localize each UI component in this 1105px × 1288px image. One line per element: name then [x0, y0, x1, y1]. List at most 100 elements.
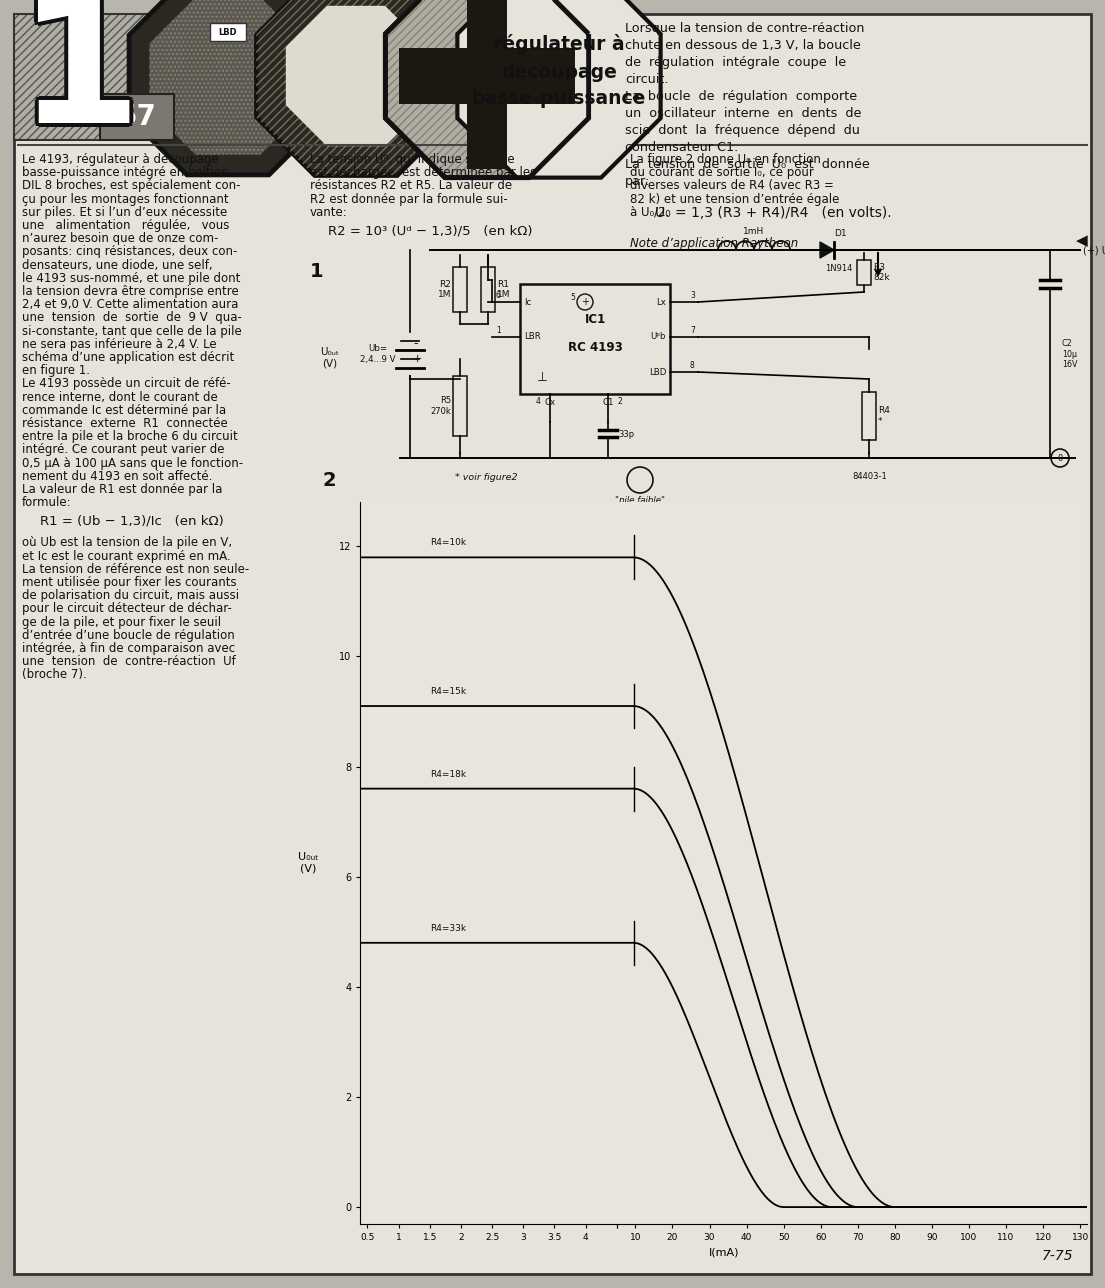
Text: çu pour les montages fonctionnant: çu pour les montages fonctionnant [22, 193, 229, 206]
Text: LBR: LBR [524, 332, 540, 341]
Text: résistances R2 et R5. La valeur de: résistances R2 et R5. La valeur de [311, 179, 512, 192]
Circle shape [577, 294, 593, 310]
Text: R4=10k: R4=10k [430, 538, 466, 547]
Text: une   alimentation   régulée,   vous: une alimentation régulée, vous [22, 219, 230, 232]
Text: 3: 3 [690, 291, 695, 300]
Text: Ub=
2,4...9 V: Ub= 2,4...9 V [360, 344, 396, 363]
Text: R4=18k: R4=18k [430, 770, 466, 779]
Text: 82 k) et une tension d’entrée égale: 82 k) et une tension d’entrée égale [630, 193, 840, 206]
Text: La figure 2 donne U₀ en fonction: La figure 2 donne U₀ en fonction [630, 153, 821, 166]
Text: 2: 2 [618, 397, 623, 406]
Text: Le 4193, régulateur à découpage: Le 4193, régulateur à découpage [22, 153, 219, 166]
Text: Lorsque la tension de contre-réaction: Lorsque la tension de contre-réaction [625, 22, 864, 35]
Text: une  tension  de  contre-réaction  Uf: une tension de contre-réaction Uf [22, 656, 235, 668]
Polygon shape [457, 0, 661, 178]
Text: 7-75: 7-75 [1042, 1249, 1074, 1264]
Text: rence interne, dont le courant de: rence interne, dont le courant de [22, 390, 218, 403]
Text: de polarisation du circuit, mais aussi: de polarisation du circuit, mais aussi [22, 589, 239, 603]
Text: où Ub est la tension de la pile en V,: où Ub est la tension de la pile en V, [22, 536, 232, 550]
Text: DIL 8 broches, est spécialement con-: DIL 8 broches, est spécialement con- [22, 179, 241, 192]
Text: 8: 8 [690, 361, 695, 370]
Text: R4=15k: R4=15k [430, 687, 466, 696]
Text: 1: 1 [15, 0, 139, 162]
Text: à U₀/2.: à U₀/2. [630, 206, 670, 219]
Text: entre la pile et la broche 6 du circuit: entre la pile et la broche 6 du circuit [22, 430, 238, 443]
Text: ◀: ◀ [1076, 233, 1088, 249]
Polygon shape [820, 242, 834, 258]
Text: le 4193 sus-nommé, et une pile dont: le 4193 sus-nommé, et une pile dont [22, 272, 241, 285]
Text: IC1: IC1 [585, 313, 606, 326]
Bar [481, 268, 495, 312]
Text: Uᵖb: Uᵖb [651, 332, 666, 341]
Text: R1
1M: R1 1M [497, 279, 511, 299]
Text: 1: 1 [18, 0, 141, 164]
Text: 1: 1 [21, 0, 145, 157]
Text: R4
*: R4 * [878, 406, 890, 426]
Text: ment utilisée pour fixer les courants: ment utilisée pour fixer les courants [22, 576, 236, 589]
Text: R2
1M: R2 1M [438, 279, 451, 299]
Text: une  tension  de  sortie  de  9 V  qua-: une tension de sortie de 9 V qua- [22, 312, 242, 325]
Text: ge de la pile, et pour fixer le seuil: ge de la pile, et pour fixer le seuil [22, 616, 221, 629]
Text: basse-puissance intégré en boîtier: basse-puissance intégré en boîtier [22, 166, 227, 179]
Text: résistance  externe  R1  connectée: résistance externe R1 connectée [22, 417, 228, 430]
Text: 1: 1 [18, 0, 141, 160]
Text: sur piles. Et si l’un d’eux nécessite: sur piles. Et si l’un d’eux nécessite [22, 206, 228, 219]
Text: LBD: LBD [219, 27, 238, 36]
Text: la tension devra être comprise entre: la tension devra être comprise entre [22, 285, 239, 298]
Polygon shape [256, 0, 455, 175]
Text: par:: par: [625, 175, 651, 188]
Bar [453, 268, 467, 312]
Text: circuit.: circuit. [625, 73, 669, 86]
Text: 1: 1 [311, 261, 324, 281]
Text: R1 = (Ub − 1,3)/Ic   (en kΩ): R1 = (Ub − 1,3)/Ic (en kΩ) [40, 514, 223, 527]
Text: du courant de sortie I₀, ce pour: du courant de sortie I₀, ce pour [630, 166, 814, 179]
Text: Lx: Lx [656, 298, 666, 307]
Text: diverses valeurs de R4 (avec R3 =: diverses valeurs de R4 (avec R3 = [630, 179, 834, 192]
Text: Note d’application Raytheon: Note d’application Raytheon [630, 237, 798, 250]
Text: pour le circuit détecteur de déchar-: pour le circuit détecteur de déchar- [22, 603, 232, 616]
Y-axis label: U₀ᵤₜ
(V): U₀ᵤₜ (V) [298, 853, 318, 873]
Text: -: - [413, 337, 418, 350]
Text: 4: 4 [535, 397, 540, 406]
Bar [14, 14, 604, 140]
Bar [520, 283, 670, 394]
Text: 2: 2 [322, 471, 336, 489]
Text: 57: 57 [117, 103, 157, 131]
Text: 6: 6 [496, 291, 501, 300]
Text: 1: 1 [18, 0, 141, 156]
Bar [467, 0, 507, 169]
FancyBboxPatch shape [210, 23, 246, 41]
Text: 1mH: 1mH [744, 227, 765, 236]
Text: et Ic est le courant exprimé en mA.: et Ic est le courant exprimé en mA. [22, 550, 231, 563]
Bar [453, 376, 467, 437]
Text: intégrée, à fin de comparaison avec: intégrée, à fin de comparaison avec [22, 641, 235, 656]
Bar [857, 260, 871, 285]
Text: R2 = 10³ (Uᵈ − 1,3)/5   (en kΩ): R2 = 10³ (Uᵈ − 1,3)/5 (en kΩ) [328, 224, 533, 237]
Text: "pile faible": "pile faible" [615, 496, 665, 505]
Text: nement du 4193 en soit affecté.: nement du 4193 en soit affecté. [22, 470, 212, 483]
Polygon shape [149, 0, 306, 155]
Polygon shape [286, 5, 427, 147]
Text: R4=33k: R4=33k [430, 923, 466, 933]
Text: 1N914: 1N914 [825, 264, 852, 273]
Text: ne sera pas inférieure à 2,4 V. Le: ne sera pas inférieure à 2,4 V. Le [22, 337, 217, 350]
Text: +: + [581, 298, 589, 307]
Text: R2 est donnée par la formule sui-: R2 est donnée par la formule sui- [311, 193, 508, 206]
Text: n’aurez besoin que de onze com-: n’aurez besoin que de onze com- [22, 232, 219, 245]
Circle shape [627, 468, 653, 493]
Text: 2,4 et 9,0 V. Cette alimentation aura: 2,4 et 9,0 V. Cette alimentation aura [22, 299, 239, 312]
Bar [862, 393, 876, 439]
Text: U₀ = 1,3 (R3 + R4)/R4   (en volts).: U₀ = 1,3 (R3 + R4)/R4 (en volts). [655, 206, 892, 220]
Text: en figure 1.: en figure 1. [22, 365, 90, 377]
Text: formule:: formule: [22, 496, 72, 509]
Text: 7: 7 [690, 326, 695, 335]
Text: La  tension  de  sortie  U₀  est  donnée: La tension de sortie U₀ est donnée [625, 158, 870, 171]
Text: Cx: Cx [545, 398, 556, 407]
Text: un  oscillateur  interne  en  dents  de: un oscillateur interne en dents de [625, 107, 862, 120]
Text: densateurs, une diode, une self,: densateurs, une diode, une self, [22, 259, 212, 272]
Text: commande Ic est déterminé par la: commande Ic est déterminé par la [22, 404, 227, 417]
Bar [14, 14, 604, 140]
Text: * voir figure2: * voir figure2 [455, 473, 517, 482]
Text: régulateur à
découpage
basse-puissance: régulateur à découpage basse-puissance [472, 33, 646, 108]
Text: posants: cinq résistances, deux con-: posants: cinq résistances, deux con- [22, 246, 238, 259]
